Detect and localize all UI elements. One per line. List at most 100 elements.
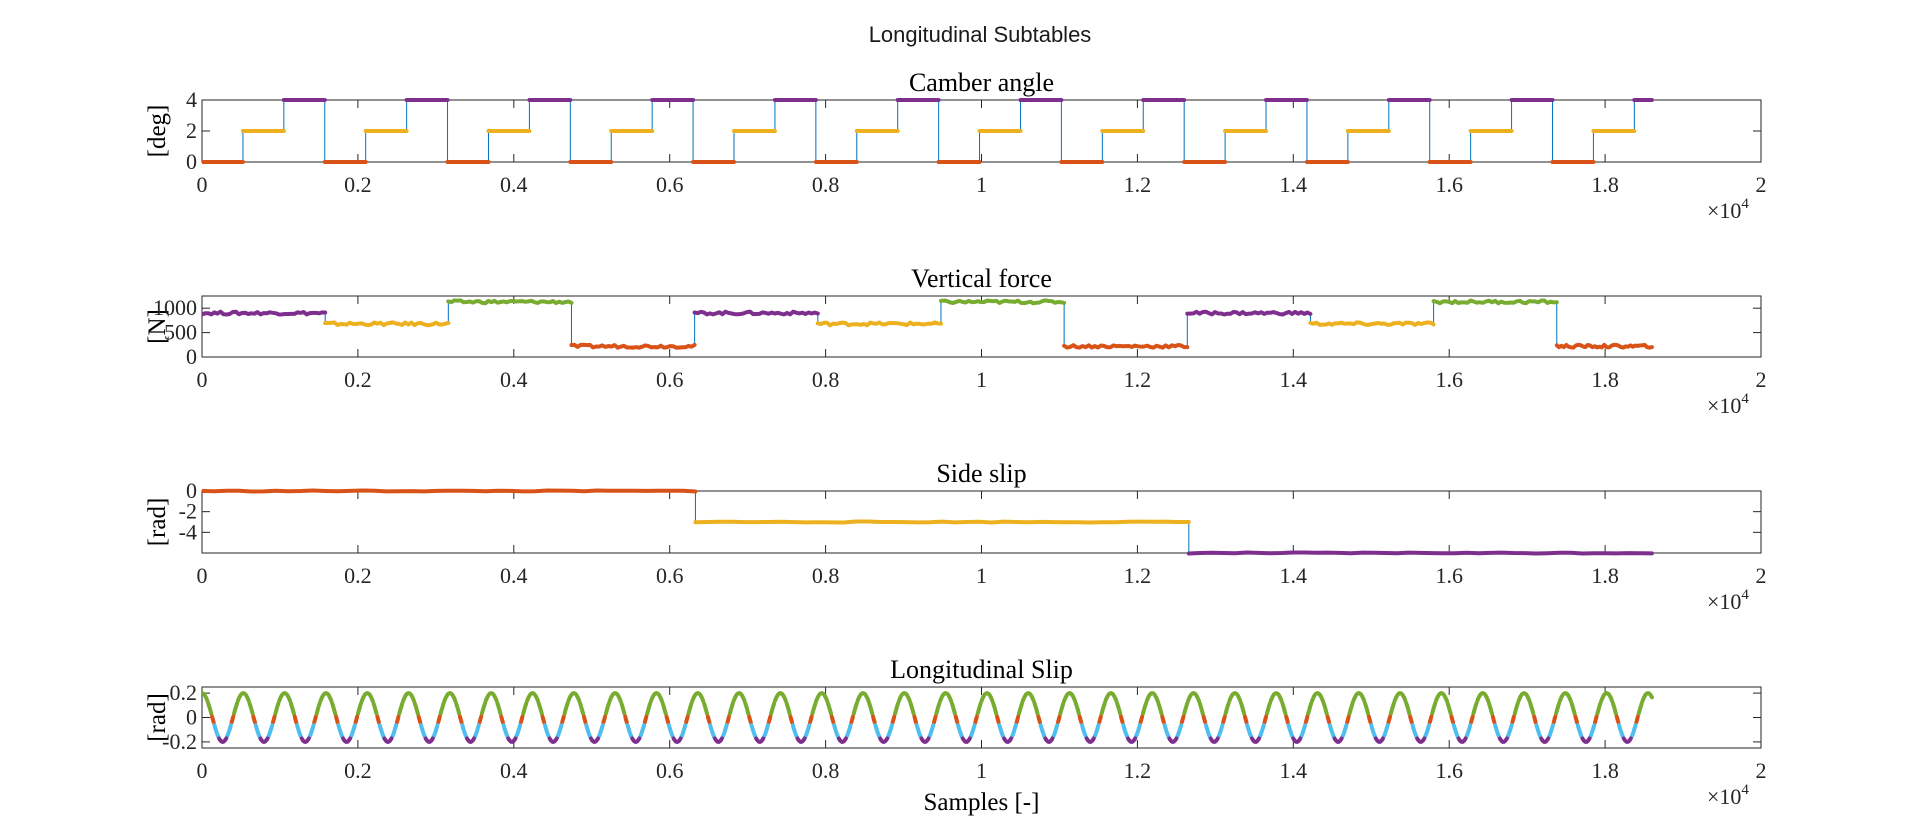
- series-segment: [390, 723, 399, 739]
- series-segment: [1186, 691, 1201, 703]
- x-tick-label: 1.2: [1124, 367, 1152, 392]
- series-segment: [1557, 691, 1573, 703]
- series-segment: [1097, 714, 1103, 725]
- series-segment: [1554, 701, 1562, 716]
- series-segment: [330, 701, 338, 716]
- x-tick-label: 1: [976, 758, 987, 783]
- series-segment: [495, 701, 503, 716]
- subplot-3: Side slip [rad] 0 0.2 0.4 0.6 0.8 1 1.2 1.4 1.6 1.8…: [144, 459, 1767, 614]
- series-segment: [1539, 736, 1551, 744]
- series-segment: [1073, 701, 1081, 716]
- series-segment: [664, 714, 671, 725]
- y-tick-label: 0: [186, 478, 197, 503]
- x-exponent-label: ×104: [1707, 587, 1749, 614]
- series-segment: [1569, 701, 1577, 716]
- series-segment: [212, 723, 221, 739]
- series-segment: [997, 723, 1006, 739]
- series-segment: [867, 701, 875, 716]
- series-segment: [1505, 723, 1514, 739]
- series-connector-line: [202, 301, 1652, 347]
- series-segment: [258, 736, 270, 744]
- series-segment: [743, 701, 751, 716]
- series-segment: [314, 701, 322, 716]
- series-connector-line: [202, 99, 1652, 163]
- series-segment: [932, 714, 938, 725]
- y-tick-label: 0: [186, 705, 197, 730]
- series-segment: [1208, 736, 1220, 744]
- series-segment: [1369, 723, 1378, 739]
- subplots: Camber angle[deg]0 0.2 0.4 0.6 0.8 1 1.2 1.4 1.6…: [144, 68, 1767, 816]
- series-segment: [991, 701, 999, 716]
- subplot-2: Vertical force [N] 0 0.2 0.4 0.6 0.8 1 1.2 1.4 1.6…: [144, 264, 1767, 418]
- series-segment: [1588, 723, 1597, 739]
- series-segment: [1388, 701, 1396, 716]
- series-segment: [1327, 723, 1336, 739]
- series-segment: [1077, 714, 1084, 725]
- series-segment: [217, 736, 229, 744]
- series-segment: [690, 691, 706, 703]
- series-segment: [790, 723, 799, 739]
- y-tick-label: 0.2: [170, 680, 198, 705]
- series-segment: [312, 714, 318, 725]
- subplot-title: Longitudinal Slip: [890, 655, 1073, 684]
- series-segment: [1262, 714, 1268, 725]
- series-segment: [323, 320, 451, 328]
- x-tick-label: 0: [197, 758, 208, 783]
- subplot-4: Longitudinal Slip[rad]0 0.2 0.4 0.6 0.8 1 1.2 1…: [144, 655, 1767, 809]
- x-tick-label: 1.6: [1435, 563, 1463, 588]
- x-tick-label: 2: [1756, 367, 1767, 392]
- series-segment: [1490, 714, 1497, 725]
- series-segment: [1554, 342, 1654, 350]
- series-segment: [1103, 691, 1119, 703]
- series-segment: [210, 714, 216, 725]
- series-segment: [251, 714, 257, 725]
- series-segment: [578, 701, 586, 716]
- series-segment: [766, 714, 773, 725]
- series-segment: [1551, 714, 1558, 725]
- series-segment: [1464, 723, 1473, 739]
- series-segment: [1614, 714, 1621, 725]
- series-segment: [1469, 714, 1475, 725]
- y-axis-label: [rad]: [144, 498, 171, 547]
- series-segment: [953, 714, 960, 725]
- series-segment: [1363, 701, 1371, 716]
- x-tick-label: 0.8: [812, 563, 840, 588]
- x-tick-label: 0.6: [656, 563, 684, 588]
- series-segment: [772, 691, 788, 703]
- series-segment: [660, 701, 668, 716]
- series-segment: [1595, 701, 1603, 716]
- series-segment: [890, 714, 897, 725]
- series-segment: [1534, 723, 1543, 739]
- series-segment: [423, 736, 435, 744]
- series-segment: [1138, 714, 1145, 725]
- series-segment: [769, 701, 777, 716]
- x-exponent-label: ×104: [1707, 196, 1749, 223]
- series-segment: [560, 714, 566, 725]
- x-tick-label: 0.8: [812, 758, 840, 783]
- series-segment: [1092, 723, 1101, 739]
- series-segment: [1182, 701, 1190, 716]
- series-segment: [849, 714, 855, 725]
- series-segment: [619, 701, 627, 716]
- series-segment: [1306, 701, 1314, 716]
- series-segment: [1599, 691, 1615, 703]
- series-segment: [886, 723, 894, 739]
- series-segment: [1634, 714, 1640, 725]
- series-segment: [1043, 736, 1055, 744]
- x-tick-label: 1.8: [1591, 367, 1619, 392]
- series-segment: [514, 723, 522, 739]
- series-segment: [708, 723, 717, 739]
- series-segment: [375, 714, 381, 725]
- series-segment: [1299, 723, 1307, 739]
- series-segment: [229, 714, 236, 725]
- series-segment: [934, 701, 942, 716]
- series-segment: [1014, 714, 1021, 725]
- x-tick-label: 1.4: [1280, 758, 1308, 783]
- series-segment: [295, 723, 303, 739]
- series-segment: [584, 723, 593, 739]
- x-tick-label: 0: [197, 172, 208, 197]
- series-segment: [1175, 723, 1184, 739]
- x-tick-label: 1.6: [1435, 367, 1463, 392]
- series-segment: [1629, 723, 1638, 739]
